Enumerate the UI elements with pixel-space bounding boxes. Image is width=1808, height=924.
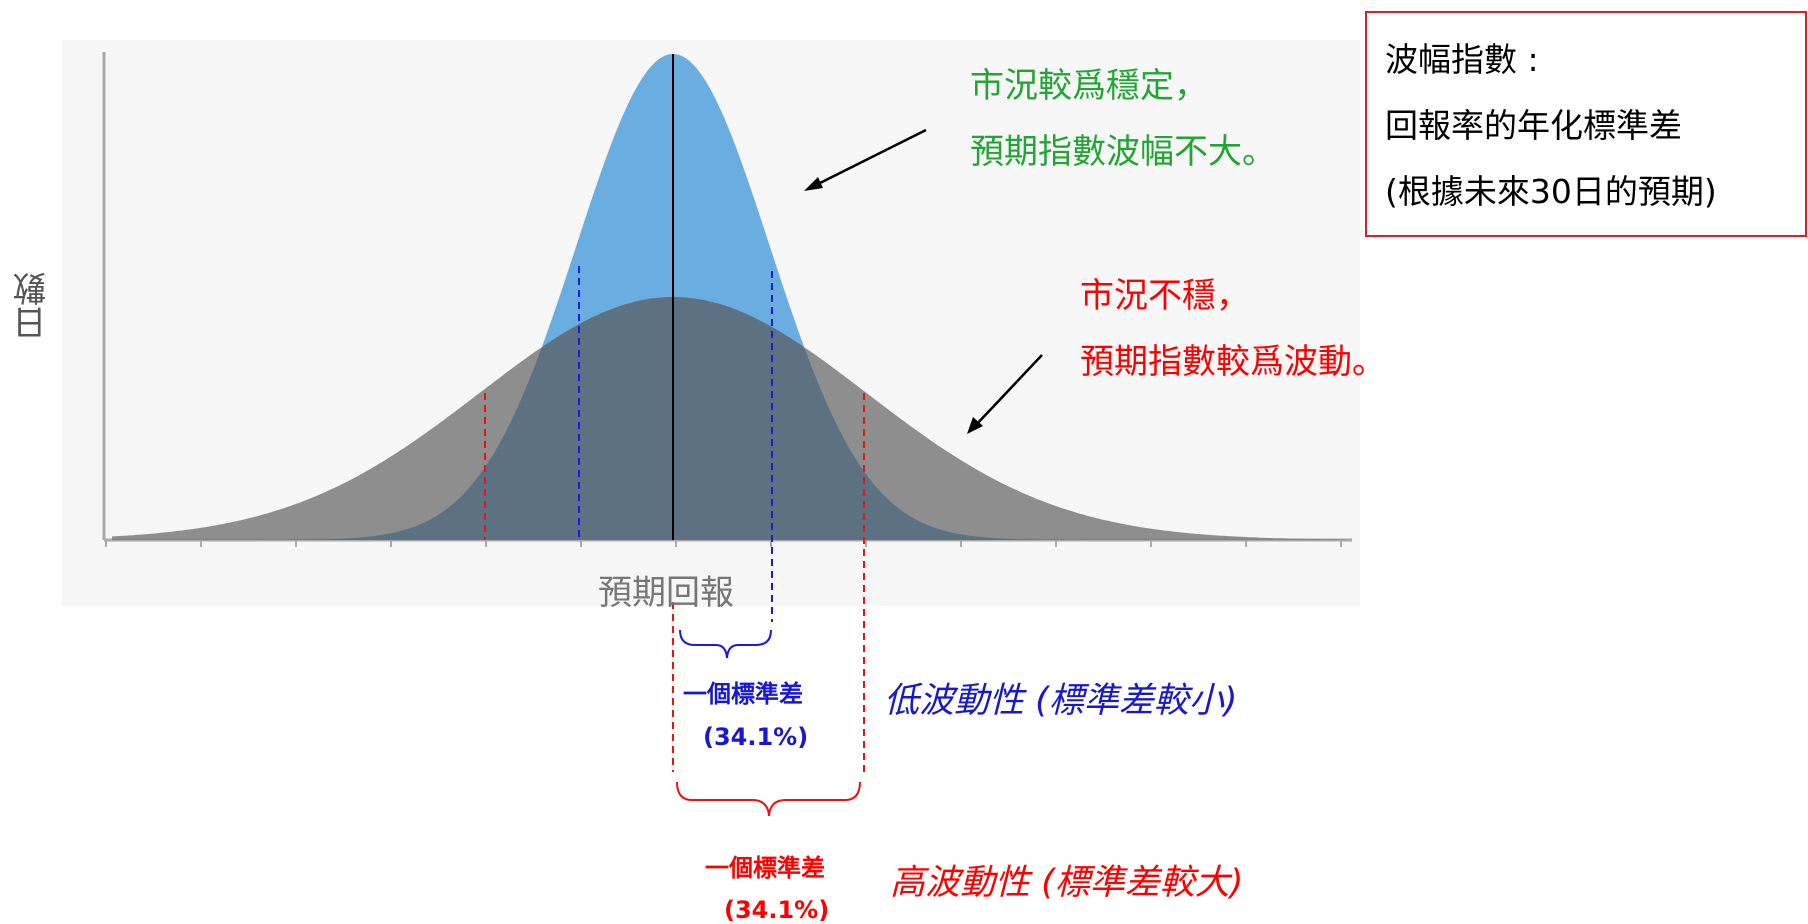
high-std-percent: (34.1%) [724, 896, 830, 924]
arrow-to-low-curve [804, 128, 927, 191]
low-volatility-curve [112, 54, 1346, 540]
low-volatility-note-line1: 市況較爲穩定， [970, 66, 1208, 106]
low-volatility-title: 低波動性 (標準差較小) [884, 681, 1238, 721]
volatility-index-definition-box: 波幅指數 : 回報率的年化標準差 (根據未來30日的預期) [1365, 11, 1807, 237]
high-volatility-note-line2: 預期指數較爲波動。 [1080, 342, 1386, 382]
arrow-to-high-curve [967, 354, 1043, 434]
info-box-title: 波幅指數 : [1385, 40, 1539, 79]
high-volatility-note-line1: 市況不穩， [1080, 276, 1250, 316]
y-axis-label: 日數 [13, 272, 53, 340]
x-axis-ticks [105, 540, 1342, 547]
low-volatility-note-line2: 預期指數波幅不大。 [970, 132, 1276, 172]
info-box-note: (根據未來30日的預期) [1385, 172, 1717, 211]
high-sigma-brace [676, 781, 861, 817]
curve-overlap-region [112, 297, 1346, 540]
low-std-label: 一個標準差 [683, 680, 803, 708]
info-box-definition: 回報率的年化標準差 [1385, 106, 1682, 145]
high-std-label: 一個標準差 [705, 854, 825, 882]
low-std-percent: (34.1%) [703, 723, 809, 751]
low-sigma-brace [679, 629, 772, 659]
high-volatility-title: 高波動性 (標準差較大) [890, 863, 1244, 903]
x-axis-label: 預期回報 [598, 573, 734, 613]
